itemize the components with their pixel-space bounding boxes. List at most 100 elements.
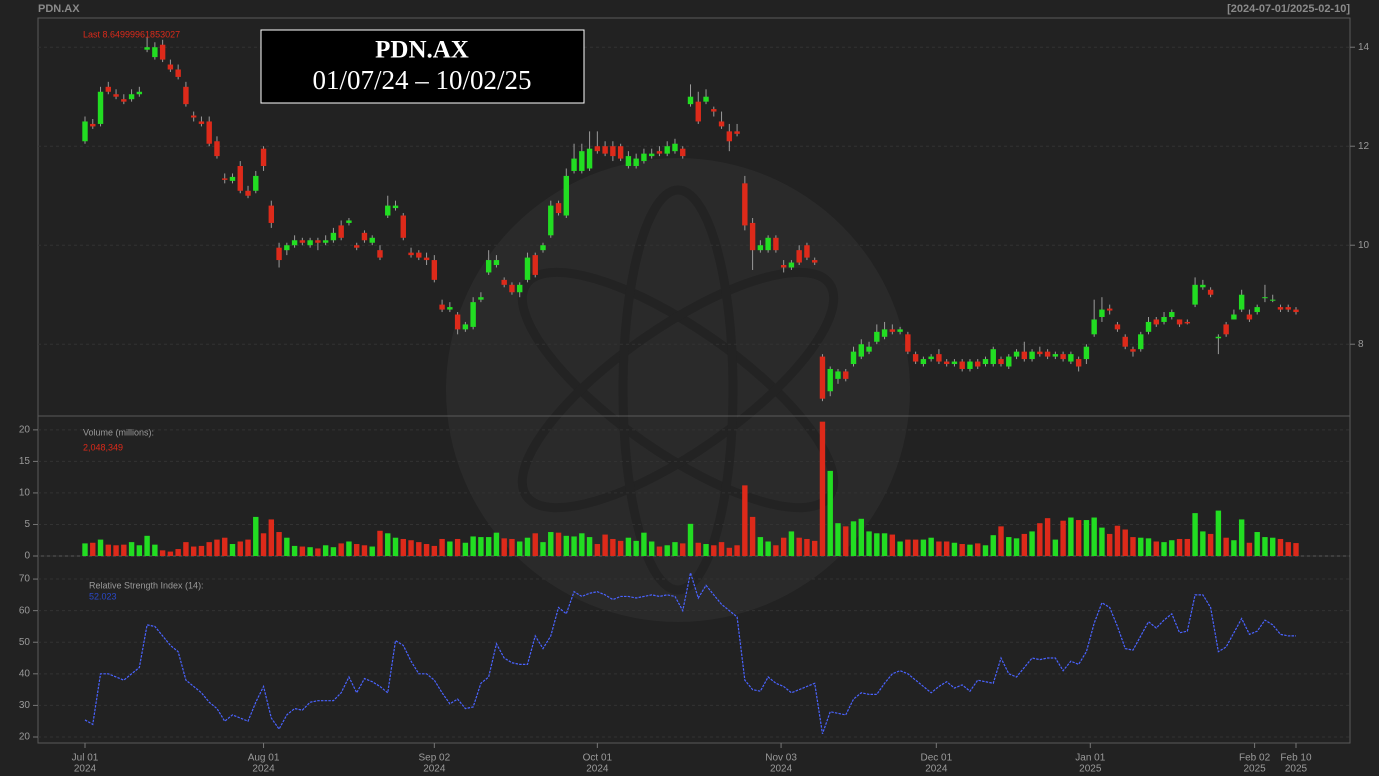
candle-body: [1161, 316, 1167, 322]
candle-body: [315, 240, 321, 243]
volume-bar: [726, 547, 733, 556]
volume-bar: [571, 536, 577, 556]
volume-bar: [780, 537, 787, 556]
volume-bar: [998, 526, 1004, 556]
x-tick-year: 2024: [423, 764, 446, 775]
candle-body: [113, 94, 119, 97]
candle-body: [431, 260, 438, 280]
candle-body: [990, 349, 996, 365]
volume-bar: [905, 539, 911, 556]
candle-body: [1231, 314, 1237, 320]
candle-body: [687, 96, 694, 105]
candle-body: [291, 240, 298, 246]
candle-body: [765, 237, 771, 251]
volume-bar: [757, 537, 764, 556]
volume-bar: [517, 541, 523, 556]
candle-body: [555, 203, 562, 214]
volume-bar: [322, 545, 329, 556]
candle-body: [1037, 351, 1043, 355]
candle-body: [338, 225, 344, 238]
volume-bar: [773, 545, 779, 556]
candle-body: [361, 232, 368, 241]
candle-body: [850, 351, 857, 365]
candle-body: [485, 260, 492, 273]
volume-bar: [555, 532, 562, 556]
candle-body: [1176, 319, 1183, 325]
candle-body: [276, 247, 282, 261]
volume-bar: [462, 542, 469, 556]
candle-body: [1200, 284, 1206, 288]
candle-body: [695, 101, 701, 122]
candle-body: [253, 175, 259, 191]
volume-bar: [144, 535, 150, 556]
candle-body: [1122, 336, 1128, 347]
volume-bar: [105, 544, 111, 556]
candle-body: [322, 240, 329, 243]
candle-body: [905, 334, 911, 352]
candle-body: [718, 121, 725, 127]
candle-body: [1044, 351, 1051, 357]
volume-bar: [439, 538, 445, 556]
candle-body: [190, 115, 197, 118]
candle-body: [711, 109, 717, 112]
candle-body: [664, 146, 670, 154]
candle-body: [540, 245, 546, 251]
volume-bar: [291, 545, 298, 556]
volume-bar: [928, 537, 934, 556]
candle-body: [571, 158, 577, 171]
y-tick-label: 10: [19, 488, 31, 499]
candle-body: [1068, 354, 1074, 362]
candle-body: [1021, 351, 1028, 360]
candle-body: [167, 64, 174, 70]
volume-bar: [82, 543, 88, 556]
candle-body: [812, 260, 818, 263]
x-tick-label: Jan 01: [1075, 753, 1105, 764]
volume-bar: [881, 533, 888, 556]
candle-body: [307, 240, 313, 246]
volume-bar: [617, 540, 624, 556]
volume-bar: [1052, 539, 1059, 556]
candle-body: [1145, 321, 1152, 332]
volume-bar: [1207, 533, 1214, 556]
volume-bar: [648, 541, 655, 556]
rsi-last: 52.023: [89, 591, 117, 601]
y-tick-label: 8: [1358, 339, 1364, 350]
volume-bar: [749, 516, 756, 556]
volume-bar: [1037, 523, 1043, 556]
y-tick-label: 40: [19, 668, 31, 679]
volume-bar: [641, 532, 647, 556]
candle-body: [175, 69, 181, 77]
volume-bar: [656, 546, 663, 556]
candle-body: [889, 329, 896, 332]
candle-body: [105, 86, 111, 92]
volume-bar: [1161, 542, 1167, 556]
candle-body: [198, 121, 205, 124]
candle-body: [1153, 319, 1159, 325]
volume-bar: [284, 537, 290, 556]
x-tick-label: Feb 10: [1280, 753, 1312, 764]
volume-bar: [742, 485, 748, 556]
volume-bar: [633, 540, 639, 556]
volume-bar: [765, 541, 771, 556]
volume-bar: [920, 539, 927, 556]
subtitle: 01/07/24 – 10/02/25: [312, 65, 531, 95]
candle-body: [97, 91, 104, 124]
candle-body: [742, 183, 748, 226]
rsi-line: [84, 572, 1297, 735]
candle-body: [353, 245, 360, 248]
title-box: [260, 29, 585, 104]
y-tick-label: 20: [19, 732, 31, 743]
candle-body: [152, 47, 158, 58]
volume-bar: [1270, 537, 1276, 556]
candle-body: [1270, 299, 1276, 301]
volume-bar: [167, 551, 174, 556]
candle-body: [1254, 307, 1260, 313]
x-tick-year: 2025: [1243, 764, 1266, 775]
candle-body: [462, 324, 469, 330]
volume-bar: [1184, 538, 1191, 556]
volume-bar: [959, 544, 965, 556]
x-tick-year: 2024: [925, 764, 948, 775]
candle-body: [206, 121, 212, 144]
volume-last: 2,048,349: [83, 442, 123, 452]
